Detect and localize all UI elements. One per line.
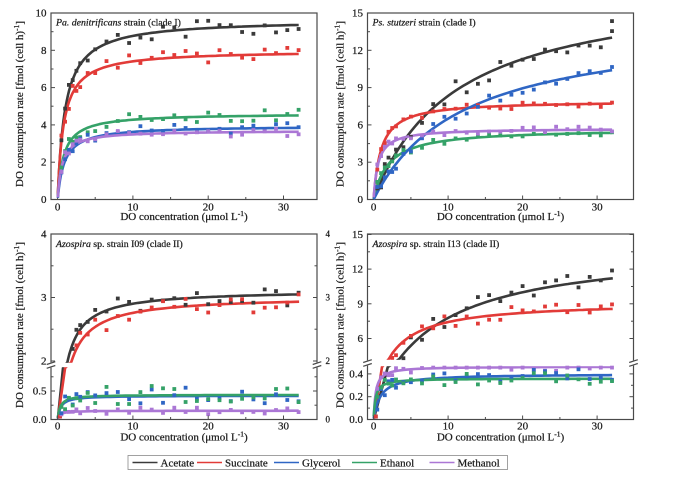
- svg-text:Ethanol: Ethanol: [380, 457, 414, 469]
- svg-text:Acetate: Acetate: [161, 457, 195, 469]
- svg-text:0: 0: [358, 194, 364, 206]
- svg-text:4: 4: [326, 229, 331, 239]
- svg-text:6: 6: [41, 82, 47, 94]
- svg-text:2: 2: [326, 356, 331, 366]
- svg-text:20: 20: [203, 421, 215, 433]
- svg-text:10: 10: [443, 421, 455, 433]
- svg-text:Methanol: Methanol: [458, 457, 500, 469]
- svg-text:0.4: 0.4: [349, 368, 363, 380]
- svg-text:0: 0: [326, 415, 331, 425]
- svg-text:10: 10: [127, 421, 139, 433]
- svg-text:Azospira sp. strain I13 (clade: Azospira sp. strain I13 (clade II): [372, 239, 500, 250]
- svg-text:9: 9: [358, 82, 364, 94]
- svg-text:2: 2: [41, 157, 47, 169]
- svg-text:Pa. denitrificans strain (clad: Pa. denitrificans strain (clade I): [55, 18, 181, 29]
- svg-text:4: 4: [41, 119, 47, 131]
- svg-text:DO concentration (μmol L-1): DO concentration (μmol L-1): [120, 209, 248, 224]
- svg-text:9: 9: [358, 298, 364, 310]
- svg-text:20: 20: [517, 421, 529, 433]
- svg-text:Succinate: Succinate: [225, 457, 268, 469]
- svg-text:0.5: 0.5: [33, 386, 47, 398]
- svg-text:0: 0: [371, 202, 377, 214]
- svg-text:DO concentration (μmol L-1): DO concentration (μmol L-1): [437, 429, 565, 444]
- svg-text:30: 30: [592, 202, 604, 214]
- svg-text:30: 30: [278, 421, 290, 433]
- svg-text:0.0: 0.0: [33, 414, 47, 426]
- svg-text:30: 30: [592, 421, 604, 433]
- svg-text:30: 30: [278, 202, 290, 214]
- svg-text:3: 3: [358, 157, 364, 169]
- svg-text:3: 3: [326, 293, 331, 303]
- svg-text:0: 0: [55, 202, 61, 214]
- svg-text:10: 10: [127, 202, 139, 214]
- svg-text:8: 8: [41, 45, 47, 57]
- svg-text:0.0: 0.0: [349, 414, 363, 426]
- svg-text:6: 6: [358, 333, 364, 345]
- svg-text:15: 15: [352, 8, 364, 20]
- svg-text:Azospira sp. strain I09 (clade: Azospira sp. strain I09 (clade II): [55, 239, 183, 250]
- svg-text:0: 0: [371, 421, 377, 433]
- svg-text:20: 20: [203, 202, 215, 214]
- svg-text:10: 10: [443, 202, 455, 214]
- svg-text:DO consumption rate [fmol (cel: DO consumption rate [fmol (cell h)-1]: [332, 21, 347, 187]
- svg-text:DO consumption rate [fmol (cel: DO consumption rate [fmol (cell h)-1]: [11, 21, 26, 187]
- svg-text:3: 3: [41, 292, 47, 304]
- svg-text:0.2: 0.2: [349, 391, 363, 403]
- svg-text:DO concentration (μmol L-1): DO concentration (μmol L-1): [120, 429, 248, 444]
- svg-text:6: 6: [358, 119, 364, 131]
- svg-text:10: 10: [36, 8, 48, 20]
- svg-text:0: 0: [41, 194, 47, 206]
- svg-text:Glycerol: Glycerol: [302, 457, 340, 469]
- svg-text:Ps. stutzeri strain (clade I): Ps. stutzeri strain (clade I): [372, 18, 476, 29]
- svg-text:4: 4: [41, 229, 47, 241]
- svg-text:15: 15: [352, 229, 364, 241]
- svg-text:2: 2: [41, 356, 47, 368]
- svg-text:DO consumption rate [fmol (cel: DO consumption rate [fmol (cell h)-1]: [11, 242, 26, 408]
- svg-text:DO consumption rate [fmol (cel: DO consumption rate [fmol (cell h)-1]: [332, 242, 347, 408]
- svg-text:12: 12: [352, 264, 363, 276]
- svg-text:DO concentration (μmol L-1): DO concentration (μmol L-1): [437, 209, 565, 224]
- svg-text:20: 20: [517, 202, 529, 214]
- svg-text:12: 12: [352, 45, 363, 57]
- svg-text:0: 0: [55, 421, 61, 433]
